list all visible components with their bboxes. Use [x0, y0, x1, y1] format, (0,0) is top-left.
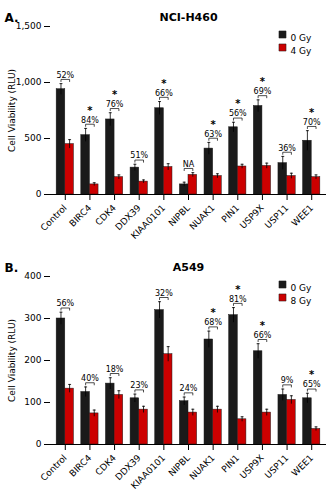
svg-text:9%: 9% [281, 376, 294, 385]
svg-text:*: * [211, 307, 217, 318]
svg-text:USP9X: USP9X [238, 453, 266, 481]
svg-text:PIN1: PIN1 [220, 203, 242, 225]
svg-text:NIPBL: NIPBL [166, 202, 192, 229]
svg-text:24%: 24% [180, 384, 198, 393]
svg-text:36%: 36% [278, 144, 296, 153]
svg-text:*: * [87, 105, 93, 116]
svg-text:8 Gy: 8 Gy [291, 296, 313, 306]
svg-text:NCI-H460: NCI-H460 [159, 11, 217, 24]
svg-text:KIAA0101: KIAA0101 [129, 203, 167, 241]
svg-text:51%: 51% [130, 151, 148, 160]
svg-text:*: * [235, 98, 241, 109]
svg-text:NIPBL: NIPBL [166, 452, 192, 479]
svg-text:1,500: 1,500 [16, 21, 42, 31]
svg-text:84%: 84% [81, 116, 99, 125]
svg-text:18%: 18% [106, 365, 124, 374]
svg-text:NUAK1: NUAK1 [188, 203, 217, 232]
svg-text:B.: B. [5, 261, 19, 275]
svg-text:*: * [309, 369, 315, 380]
svg-text:0: 0 [36, 189, 42, 199]
svg-text:56%: 56% [229, 109, 247, 118]
svg-text:A549: A549 [173, 261, 204, 274]
svg-text:USP11: USP11 [263, 453, 291, 481]
svg-text:66%: 66% [254, 331, 272, 340]
svg-text:KIAA0101: KIAA0101 [129, 453, 167, 491]
svg-text:DDX39: DDX39 [113, 202, 143, 232]
svg-text:*: * [260, 320, 266, 331]
svg-text:23%: 23% [130, 381, 148, 390]
svg-text:500: 500 [24, 133, 41, 143]
svg-text:0: 0 [36, 439, 42, 449]
svg-text:*: * [260, 76, 266, 87]
svg-text:4 Gy: 4 Gy [291, 46, 313, 56]
svg-text:Cell Viability (RLU): Cell Viability (RLU) [7, 69, 17, 152]
svg-text:400: 400 [24, 271, 41, 281]
svg-text:40%: 40% [81, 374, 99, 383]
svg-text:PIN1: PIN1 [220, 453, 242, 475]
svg-text:52%: 52% [56, 71, 74, 80]
svg-text:0 Gy: 0 Gy [291, 33, 313, 43]
svg-text:WEE1: WEE1 [290, 203, 315, 228]
svg-text:CDK4: CDK4 [93, 452, 118, 478]
svg-text:Control: Control [39, 203, 69, 233]
svg-text:56%: 56% [56, 299, 74, 308]
svg-text:USP9X: USP9X [238, 203, 266, 231]
svg-text:66%: 66% [155, 89, 173, 98]
svg-text:81%: 81% [229, 295, 247, 304]
svg-text:68%: 68% [204, 318, 222, 327]
svg-text:69%: 69% [254, 87, 272, 96]
svg-text:CDK4: CDK4 [93, 202, 118, 228]
svg-text:NUAK1: NUAK1 [188, 453, 217, 482]
svg-text:65%: 65% [303, 380, 321, 389]
svg-text:NA: NA [183, 160, 195, 169]
svg-text:32%: 32% [155, 289, 173, 298]
svg-text:1,000: 1,000 [16, 77, 42, 87]
svg-text:USP11: USP11 [263, 203, 291, 231]
svg-text:*: * [211, 119, 217, 130]
svg-text:A.: A. [5, 11, 19, 25]
svg-text:70%: 70% [303, 118, 321, 127]
svg-text:BIRC4: BIRC4 [67, 203, 93, 229]
svg-text:*: * [235, 284, 241, 295]
svg-text:*: * [309, 107, 315, 118]
svg-text:200: 200 [24, 355, 41, 365]
svg-text:BIRC4: BIRC4 [67, 453, 93, 479]
svg-text:63%: 63% [204, 130, 222, 139]
svg-text:DDX39: DDX39 [113, 452, 143, 482]
svg-text:300: 300 [24, 313, 41, 323]
svg-text:100: 100 [24, 397, 41, 407]
svg-text:*: * [161, 78, 167, 89]
svg-text:WEE1: WEE1 [290, 453, 315, 478]
svg-text:Control: Control [39, 453, 69, 483]
svg-text:76%: 76% [106, 100, 124, 109]
svg-text:0 Gy: 0 Gy [291, 283, 313, 293]
svg-text:*: * [112, 89, 118, 100]
svg-text:Cell Viability (RLU): Cell Viability (RLU) [7, 319, 17, 402]
